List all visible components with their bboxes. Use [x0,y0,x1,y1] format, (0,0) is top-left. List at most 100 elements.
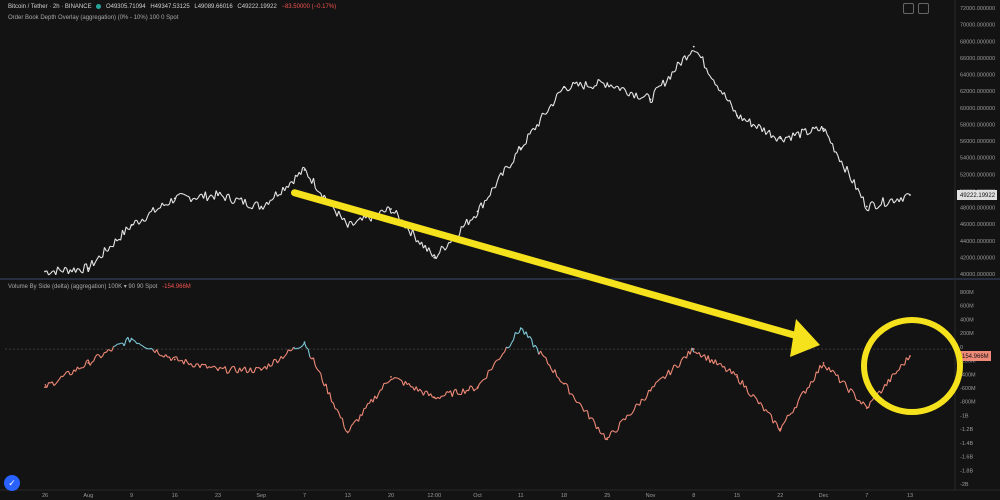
price-line [518,145,522,151]
delta-line [725,369,729,373]
delta-line [554,369,558,377]
delta-line [817,365,821,374]
volume-indicator-header[interactable]: Volume By Side (delta) (aggregation) 100… [8,283,194,290]
price-line [210,194,213,197]
price-line [219,191,223,196]
delta-line [134,340,138,345]
price-line [458,226,462,236]
price-line [758,123,761,127]
delta-line [680,357,684,361]
delta-line [653,382,657,387]
price-line [595,79,599,86]
y-axis-tick-label: 64000.000000 [960,73,995,79]
delta-line [266,363,269,370]
maximize-icon[interactable] [918,3,929,14]
price-line [570,82,574,88]
delta-line [365,403,369,409]
price-line-point [822,127,825,130]
price-line [204,191,208,201]
delta-line [832,369,835,373]
y-axis-tick-label: 68000.000000 [960,39,995,45]
price-line [864,206,868,211]
y-axis-tick-label: 52000.000000 [960,172,995,178]
price-line [471,216,475,221]
price-line [379,209,383,212]
x-axis-tick-label: 13 [907,493,913,499]
delta-line [210,366,213,369]
price-line [686,55,689,61]
price-line [77,267,80,270]
delta-line [291,346,295,351]
price-line [599,80,603,83]
delta-line [770,414,774,424]
price-line [154,209,158,213]
delta-line [657,378,660,382]
price-line [873,202,877,210]
price-line [655,86,658,89]
delta-line [95,354,98,357]
delta-line-point [606,438,609,441]
delta-line [839,381,842,384]
delta-line [774,420,778,424]
square-icon[interactable] [903,3,914,14]
price-line [572,81,576,85]
delta-line [377,389,381,395]
delta-line [325,383,329,395]
delta-line-point [433,396,436,399]
delta-line [214,365,217,369]
delta-line-point [217,368,219,371]
overlay-indicator-label[interactable]: Order Book Depth Overlay (aggregation) (… [8,15,179,21]
delta-line [655,380,659,383]
price-line [93,261,96,267]
delta-line [895,370,898,375]
delta-line [723,366,727,372]
delta-line [439,395,442,400]
price-line [461,225,464,228]
delta-line [336,409,340,413]
delta-line [644,396,648,401]
price-line [381,209,385,213]
x-axis-tick-label: Sep [256,493,266,499]
delta-line [158,353,161,356]
price-line [264,201,268,206]
price-line-point [260,205,263,208]
price-line [651,91,655,103]
price-line [783,136,787,143]
price-line [731,105,734,112]
delta-line [540,350,543,355]
y-axis-tick-label: 54000.000000 [960,156,995,162]
price-line [424,245,428,252]
price-line [102,247,106,258]
delta-line [253,367,257,373]
delta-line [51,381,55,386]
delta-line [807,386,810,389]
price-line [752,123,756,127]
delta-line [240,368,244,372]
price-line [824,128,828,135]
price-line [756,124,760,129]
price-line [886,203,889,207]
price-line [869,201,873,204]
price-line [94,258,98,263]
price-line [759,125,763,132]
price-line [612,86,615,89]
delta-line [754,396,758,400]
price-line [462,224,466,228]
price-line [89,260,93,268]
price-line [340,215,343,220]
y-axis-tick-label: -1B [960,413,969,419]
delta-line [118,342,121,345]
price-line [251,204,255,210]
delta-line [882,384,886,390]
price-line [740,114,743,122]
delta-line [451,390,455,397]
delta-line [485,370,489,379]
delta-line [82,365,85,369]
price-line [51,270,55,273]
delta-line [388,379,392,382]
price-line [183,193,186,196]
delta-line [624,414,628,421]
delta-line [506,346,509,349]
delta-line [376,393,379,399]
